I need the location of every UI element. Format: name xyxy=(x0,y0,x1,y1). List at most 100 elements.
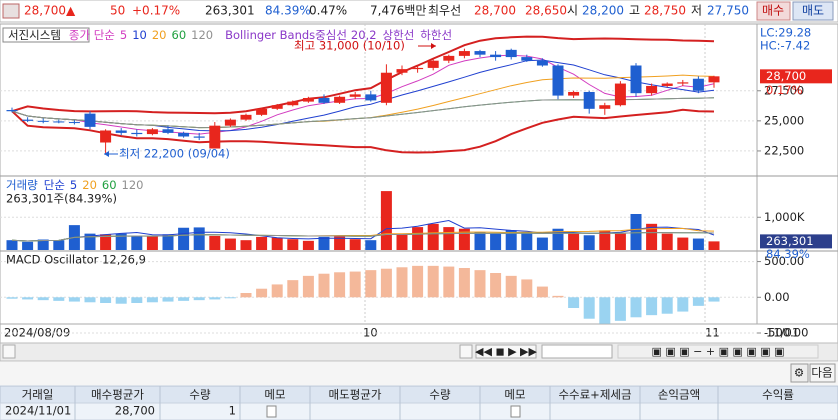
column-header: 수량 xyxy=(189,388,211,402)
next-label[interactable]: 다음 xyxy=(811,366,832,380)
volume-bar xyxy=(209,235,221,250)
volume-bar xyxy=(115,233,127,250)
macd-bar xyxy=(568,297,580,308)
macd-bar xyxy=(599,297,611,324)
macd-bar xyxy=(318,273,330,298)
best-label: 최우선 xyxy=(428,4,461,18)
arrowhead xyxy=(104,151,109,157)
volume-bar xyxy=(692,238,704,250)
candle-body xyxy=(614,83,626,106)
icon xyxy=(2,3,20,19)
buy-button[interactable] xyxy=(756,1,791,21)
volume-bar xyxy=(302,240,314,250)
candle-body xyxy=(302,97,314,102)
column-header: 수익률 xyxy=(762,388,794,402)
candle-body xyxy=(334,96,346,103)
volume-bar xyxy=(427,223,439,250)
candle-body xyxy=(458,51,470,56)
cell: 2024/11/01 xyxy=(5,404,71,418)
macd-bar xyxy=(661,297,673,314)
macd-bar xyxy=(677,297,689,312)
bb-lower xyxy=(11,108,715,154)
macd-bar xyxy=(474,270,486,298)
scroll-left[interactable] xyxy=(2,344,16,359)
candle-body xyxy=(380,72,392,103)
volume-bar xyxy=(256,236,268,250)
memo-icon[interactable] xyxy=(510,405,521,418)
macd-bar xyxy=(365,270,377,298)
slider[interactable] xyxy=(541,344,613,359)
last-volume-pct: 84.39% xyxy=(766,247,810,261)
macd-bar xyxy=(6,297,18,299)
macd-bar xyxy=(708,297,720,302)
sell-label[interactable]: 매도 xyxy=(802,4,824,18)
y-tick-label: 22,500 xyxy=(764,143,804,157)
column-header: 손익금액 xyxy=(658,388,700,402)
macd-bar xyxy=(302,275,314,298)
legend-item: 120 xyxy=(191,28,213,42)
volume-bar xyxy=(349,239,361,250)
macd-bar xyxy=(536,286,548,298)
legend-item: 단순 xyxy=(44,178,65,192)
macd-bar xyxy=(692,297,704,306)
next-button[interactable] xyxy=(809,363,836,383)
volume-ma xyxy=(11,232,715,242)
column-header: 거래일 xyxy=(22,388,54,402)
column-header: 메모 xyxy=(504,388,525,402)
macd-bar xyxy=(427,265,439,298)
candle-body xyxy=(412,67,424,70)
low: 27,750 xyxy=(707,4,749,18)
scroll-bar: ◀◀ ◼ ▶ ▶▶ ▣ ▣ ▣ − + ▣ ▣ ▣ ▣ ▣ xyxy=(0,342,838,362)
arrowhead xyxy=(431,43,436,49)
settings-button[interactable] xyxy=(790,363,809,383)
volume-bar xyxy=(224,238,236,250)
scroll-right[interactable] xyxy=(459,344,473,359)
candle-body xyxy=(505,49,517,58)
volume-bar xyxy=(708,241,720,250)
amount: 7,476백만 xyxy=(370,4,426,18)
zoom-buttons[interactable] xyxy=(617,344,819,359)
candle-body xyxy=(708,76,720,83)
macd-bar xyxy=(131,297,143,303)
legend-item: Bollinger Bands중심선 xyxy=(225,28,347,42)
candle-body xyxy=(568,91,580,96)
memo-icon[interactable] xyxy=(266,405,277,418)
last-price: 28,700 xyxy=(766,69,806,83)
macd-bar xyxy=(458,268,470,298)
volume-bar xyxy=(568,233,580,250)
candle-body xyxy=(599,105,611,109)
candle-body xyxy=(692,78,704,91)
playback[interactable] xyxy=(475,344,537,359)
macd-bar xyxy=(334,272,346,298)
table-row xyxy=(0,402,838,420)
buy-label[interactable]: 매수 xyxy=(762,4,784,18)
last-pct: 0.17% xyxy=(766,83,803,97)
candle-body xyxy=(474,51,486,55)
volume-bar xyxy=(193,227,205,250)
column-header: 수수료+제세금 xyxy=(558,388,631,402)
legend-item: 하한선 xyxy=(420,28,452,42)
volume-summary: 263,301주(84.39%) xyxy=(6,192,117,206)
volume: 263,301 xyxy=(205,4,255,18)
open: 28,200 xyxy=(582,4,624,18)
legend-item: 5 xyxy=(70,178,77,192)
candle-body xyxy=(256,108,268,115)
volume-bar xyxy=(412,227,424,250)
macd-bar xyxy=(443,266,455,298)
macd-bar xyxy=(224,297,236,299)
macd-bar xyxy=(630,297,642,318)
volume-bar xyxy=(84,233,96,250)
candle-body xyxy=(365,94,377,101)
y-tick-label: 0.00 xyxy=(764,290,790,304)
volume-bar xyxy=(178,227,190,250)
sell-button[interactable] xyxy=(792,1,834,21)
candle-body xyxy=(661,83,673,86)
gear: ⚙ xyxy=(794,366,804,380)
y-tick-label: 25,000 xyxy=(764,113,804,127)
candle-body xyxy=(271,105,283,109)
macd-bar xyxy=(240,293,252,298)
legend-item: 상한선 xyxy=(383,28,415,42)
table-toolbar xyxy=(0,362,838,385)
volume-bar xyxy=(661,233,673,250)
legend-item: 20,2 xyxy=(351,28,377,42)
